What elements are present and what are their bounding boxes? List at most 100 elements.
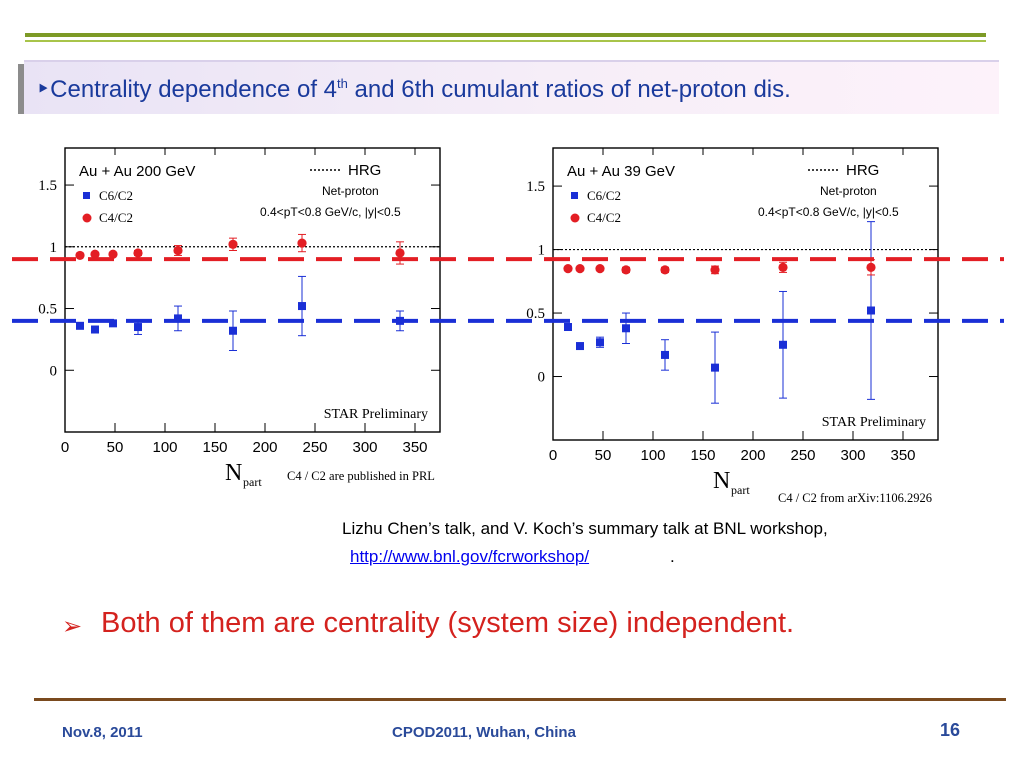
x-tick-label: 300 — [840, 447, 865, 464]
c4-c2-point — [395, 248, 405, 258]
legend-c4-label: C4/C2 — [587, 210, 621, 225]
legend-net-proton: Net-proton — [322, 184, 379, 198]
y-tick-label: 0 — [538, 370, 546, 386]
x-tick-label: 250 — [790, 447, 815, 464]
y-tick-label: 0.5 — [38, 302, 57, 318]
legend-hrg-label: HRG — [846, 162, 879, 179]
c6-c2-point — [622, 324, 630, 333]
c4-c2-point — [297, 238, 307, 248]
c4-c2-point — [575, 264, 585, 274]
y-tick-label: 1.5 — [38, 178, 57, 194]
c6-c2-point — [867, 306, 875, 315]
legend-c6-label: C6/C2 — [99, 188, 133, 203]
x-tick-label: 50 — [595, 447, 612, 464]
plot-frame — [552, 147, 939, 441]
credit-period: . — [670, 547, 675, 566]
x-tick-label: 350 — [890, 447, 915, 464]
star-preliminary: STAR Preliminary — [324, 407, 428, 422]
x-axis-title: N — [713, 468, 730, 494]
publication-note: C4 / C2 from arXiv:1106.2926 — [778, 491, 932, 505]
top-rule-thin — [25, 40, 986, 42]
c4-c2-point — [228, 239, 238, 249]
x-tick-label: 250 — [302, 439, 327, 456]
c6-c2-point — [229, 326, 237, 335]
c4-c2-point — [866, 262, 876, 272]
x-tick-label: 150 — [690, 447, 715, 464]
system-label: Au + Au 200 GeV — [79, 163, 195, 180]
x-tick-label: 50 — [107, 439, 124, 456]
c4-c2-point — [660, 265, 670, 275]
c6-c2-point — [396, 316, 404, 325]
legend-c6-label: C6/C2 — [587, 188, 621, 203]
kinematic-cuts: 0.4<pT<0.8 GeV/c, |y|<0.5 — [260, 205, 401, 219]
chart-200gev: 0 0.5 1 1.5 0 50 100 150 200 250 300 350 Au + Au 200… — [38, 147, 441, 489]
footer-conference: CPOD2011, Wuhan, China — [392, 724, 576, 741]
x-tick-label: 200 — [740, 447, 765, 464]
legend-c6-marker — [83, 192, 90, 199]
c6-c2-point — [779, 340, 787, 349]
x-tick-label: 200 — [252, 439, 277, 456]
c4-c2-point — [621, 265, 631, 275]
c4-c2-point — [108, 249, 118, 259]
c6-c2-point — [661, 350, 669, 359]
page-number: 16 — [940, 720, 961, 740]
c4-c2-point — [90, 249, 100, 259]
x-tick-label: 0 — [549, 447, 557, 464]
y-tick-label: 1.5 — [526, 179, 545, 195]
x-tick-label: 350 — [402, 439, 427, 456]
y-tick-label: 1 — [538, 243, 546, 259]
x-axis-title-sub: part — [731, 483, 750, 497]
c6-c2-point — [91, 325, 99, 334]
y-tick-label: 1 — [50, 240, 58, 256]
c6-c2-point — [174, 314, 182, 323]
legend-c4-label: C4/C2 — [99, 210, 133, 225]
footer-date: Nov.8, 2011 — [62, 724, 143, 741]
x-tick-label: 100 — [152, 439, 177, 456]
legend-hrg-label: HRG — [348, 162, 381, 179]
chart-39gev: 0 0.5 1 1.5 0 50 100 150 200 250 300 350 Au + Au 39 … — [526, 147, 939, 505]
x-tick-label: 150 — [202, 439, 227, 456]
workshop-link[interactable]: http://www.bnl.gov/fcrworkshop/ — [350, 547, 590, 566]
y-tick-label: 0.5 — [526, 306, 545, 322]
c4-c2-point — [710, 265, 720, 275]
c6-c2-point — [576, 342, 584, 351]
footer-rule — [34, 698, 1006, 701]
system-label: Au + Au 39 GeV — [567, 163, 675, 180]
x-tick-label: 0 — [61, 439, 69, 456]
legend-c4-marker — [82, 213, 92, 223]
c4-c2-point — [595, 264, 605, 274]
plot-frame — [64, 147, 441, 433]
y-tick-label: 0 — [50, 363, 58, 379]
bullet-text: Both of them are centrality (system size… — [101, 607, 795, 639]
c6-c2-point — [564, 323, 572, 332]
publication-note: C4 / C2 are published in PRL — [287, 469, 435, 483]
title-box — [24, 60, 999, 114]
c6-c2-point — [298, 302, 306, 311]
title-suffix: and 6th cumulant ratios of net-proton di… — [347, 76, 791, 103]
slide-title: ‣Centrality dependence of 4th and 6th cu… — [36, 75, 791, 104]
legend-net-proton: Net-proton — [820, 184, 877, 198]
x-tick-label: 300 — [352, 439, 377, 456]
c4-c2-point — [133, 248, 143, 258]
x-axis-title-sub: part — [243, 475, 262, 489]
x-tick-label: 100 — [640, 447, 665, 464]
c4-c2-point — [173, 245, 183, 256]
c4-c2-point — [778, 262, 788, 272]
c4-c2-point — [563, 264, 573, 274]
title-sup: th — [337, 76, 348, 91]
credit-text: Lizhu Chen’s talk, and V. Koch’s summary… — [342, 519, 828, 538]
star-preliminary: STAR Preliminary — [822, 415, 926, 430]
top-rule — [25, 33, 986, 37]
title-prefix: ‣Centrality dependence of 4 — [36, 76, 338, 103]
bullet-arrow-icon: ➢ — [62, 613, 83, 640]
c6-c2-point — [711, 363, 719, 372]
c6-c2-point — [76, 321, 84, 330]
c6-c2-point — [596, 338, 604, 347]
legend-c4-marker — [570, 213, 580, 223]
kinematic-cuts: 0.4<pT<0.8 GeV/c, |y|<0.5 — [758, 205, 899, 219]
c6-c2-point — [109, 319, 117, 328]
c4-c2-point — [75, 250, 85, 261]
c6-c2-point — [134, 323, 142, 332]
x-axis-title: N — [225, 460, 242, 486]
legend-c6-marker — [571, 192, 578, 199]
